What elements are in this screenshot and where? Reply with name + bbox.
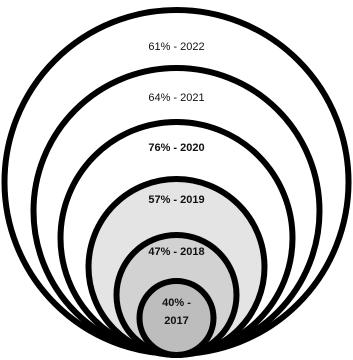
label-2017-line1: 40% - [162, 297, 191, 309]
ring-2017 [136, 278, 217, 358]
label-2021: 64% - 2021 [148, 92, 204, 104]
label-2022: 61% - 2022 [148, 41, 204, 53]
label-2019: 57% - 2019 [148, 194, 204, 206]
label-2018: 47% - 2018 [148, 246, 204, 258]
label-2020: 76% - 2020 [148, 142, 204, 154]
label-2017-line2: 2017 [164, 315, 188, 327]
